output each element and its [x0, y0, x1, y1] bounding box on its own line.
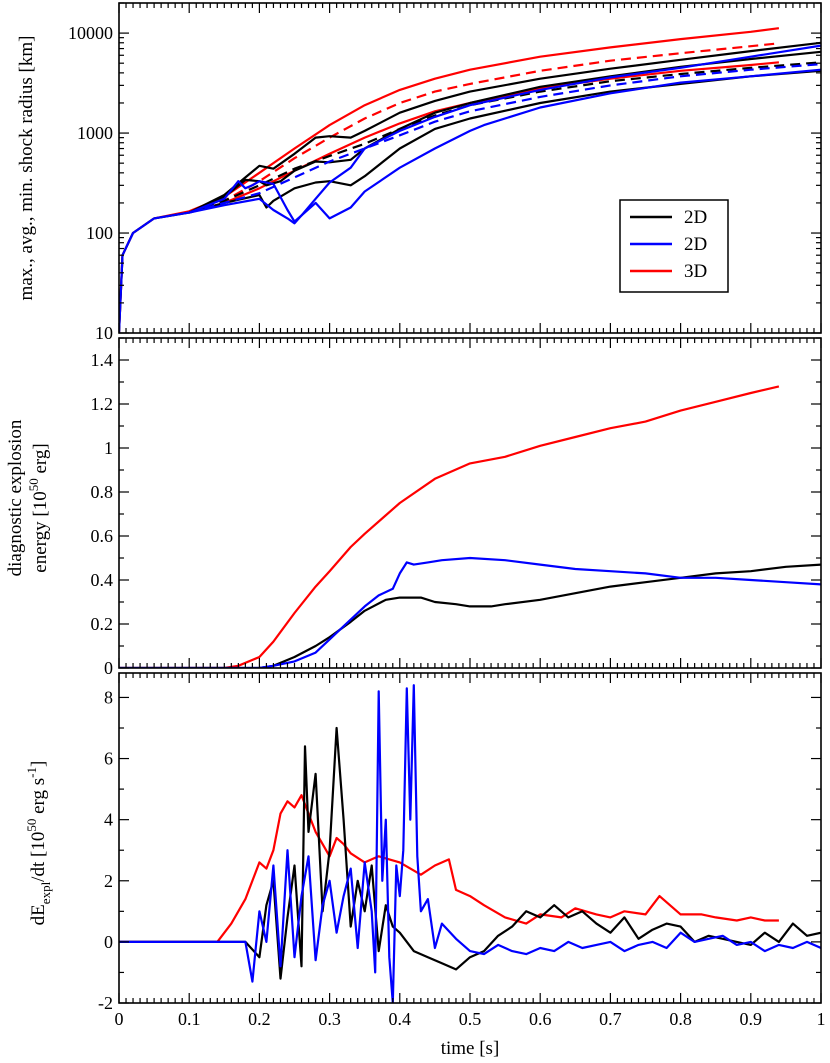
bot-series-0 — [119, 794, 779, 943]
bot-ytick-label: 8 — [104, 687, 113, 707]
bot-ytick-label: -2 — [98, 993, 113, 1013]
mid-ylabel-line1: diagnostic explosion — [5, 419, 26, 576]
mid-frame — [118, 337, 822, 669]
mid-ylabel-line2: energy [1050 erg] — [26, 443, 51, 572]
mid-series-0 — [119, 385, 780, 668]
xtick-label: 0.2 — [248, 1009, 271, 1029]
mid-ytick-label: 0.6 — [91, 526, 114, 546]
top-ytick-label: 100 — [86, 223, 113, 243]
top-series-1 — [188, 42, 780, 214]
bot-ytick-label: 2 — [104, 871, 113, 891]
xtick-label: 0.1 — [178, 1009, 201, 1029]
bot-series-2 — [119, 684, 821, 1003]
top-series-4 — [188, 50, 821, 214]
top-series-6 — [188, 69, 821, 214]
top-series-9 — [188, 68, 821, 225]
top-ylabel: max., avg., min. shock radius [km] — [16, 36, 37, 301]
shock-radius-panel: 10 100 1000 10000 — [68, 2, 822, 343]
xtick-label: 0 — [115, 1009, 124, 1029]
xtick-label: 0.5 — [459, 1009, 482, 1029]
mid-ytick-label: 0.4 — [91, 570, 114, 590]
mid-ytick-label: 1.4 — [91, 350, 114, 370]
top-ytick-label: 10000 — [68, 23, 113, 43]
bot-ytick-label: 6 — [104, 749, 113, 769]
xtick-label: 0.4 — [389, 1009, 412, 1029]
mid-ytick-label: 1 — [104, 438, 113, 458]
xtick-label: 0.8 — [669, 1009, 692, 1029]
x-axis-label: time [s] — [441, 1038, 500, 1059]
xtick-label: 1 — [817, 1009, 826, 1029]
xtick-label: 0.6 — [529, 1009, 552, 1029]
mid-series-1 — [119, 563, 821, 668]
bot-frame — [118, 672, 822, 1004]
bot-ylabel: dEexpl/dt [1050 erg s-1] — [24, 761, 53, 926]
top-ytick-label: 10 — [95, 323, 113, 343]
mid-ytick-label: 0.8 — [91, 482, 114, 502]
top-series-group — [119, 27, 821, 333]
xtick-label: 0.9 — [740, 1009, 763, 1029]
bot-ytick-label: 0 — [104, 932, 113, 952]
xtick-label: 0.7 — [599, 1009, 622, 1029]
top-series-8 — [188, 63, 821, 214]
legend: 2D 2D 3D — [619, 199, 729, 293]
bot-series-group — [119, 684, 821, 1003]
legend-label-3d-red: 3D — [684, 261, 707, 282]
top-ytick-label: 1000 — [77, 123, 113, 143]
legend-label-2d-blue: 2D — [684, 234, 707, 255]
mid-ytick-label: 0 — [104, 658, 113, 678]
explosion-energy-panel: 0 0.2 0.4 0.6 0.8 1 1.2 1.4 — [91, 337, 822, 678]
mid-series-group — [119, 385, 821, 668]
xtick-label: 0.3 — [318, 1009, 341, 1029]
bot-ytick-label: 4 — [104, 810, 113, 830]
mid-ytick-label: 0.2 — [91, 614, 114, 634]
legend-box — [619, 199, 729, 293]
legend-label-2d-black: 2D — [684, 207, 707, 228]
mid-ytick-label: 1.2 — [91, 394, 114, 414]
mid-series-2 — [119, 556, 821, 668]
